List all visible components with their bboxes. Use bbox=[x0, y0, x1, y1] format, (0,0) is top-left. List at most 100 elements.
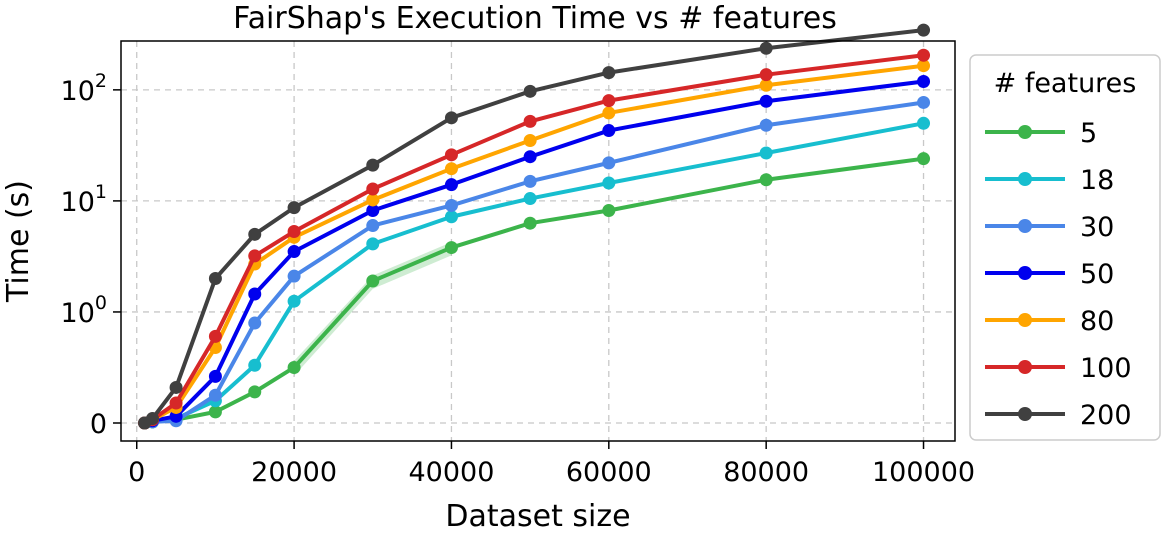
data-point bbox=[523, 174, 537, 188]
legend-item-30: 30 bbox=[985, 212, 1114, 243]
data-point bbox=[602, 66, 616, 80]
data-point bbox=[366, 203, 380, 217]
legend-label: 30 bbox=[1080, 212, 1114, 243]
legend-marker bbox=[1018, 125, 1032, 139]
data-point bbox=[287, 269, 301, 283]
legend-marker bbox=[1018, 360, 1032, 374]
legend-label: 200 bbox=[1080, 400, 1132, 431]
series-lines bbox=[138, 23, 931, 430]
legend-item-18: 18 bbox=[985, 165, 1114, 196]
data-point bbox=[287, 360, 301, 374]
data-point bbox=[917, 23, 931, 37]
data-point bbox=[602, 124, 616, 138]
data-point bbox=[248, 227, 262, 241]
data-point bbox=[917, 152, 931, 166]
legend-label: 100 bbox=[1080, 353, 1132, 384]
series-200 bbox=[138, 23, 931, 430]
legend: # features 5 18 30 50 80 100 200 bbox=[969, 54, 1161, 441]
data-point bbox=[169, 396, 183, 410]
series-line bbox=[144, 100, 924, 425]
series-80 bbox=[138, 59, 931, 430]
legend-marker bbox=[1018, 219, 1032, 233]
data-point bbox=[602, 176, 616, 190]
y-axis-label: Time (s) bbox=[1, 180, 36, 303]
data-point bbox=[523, 216, 537, 230]
legend-label: 5 bbox=[1080, 118, 1097, 149]
data-point bbox=[366, 237, 380, 251]
data-point bbox=[169, 409, 183, 423]
data-point bbox=[248, 316, 262, 330]
x-tick-label: 0 bbox=[128, 457, 145, 488]
data-point bbox=[145, 412, 159, 426]
data-point bbox=[444, 241, 458, 255]
legend-marker bbox=[1018, 313, 1032, 327]
series-line bbox=[144, 121, 924, 425]
data-point bbox=[523, 192, 537, 206]
y-tick-label: 101 bbox=[61, 181, 107, 218]
data-point bbox=[366, 182, 380, 196]
data-point bbox=[759, 41, 773, 55]
legend-item-100: 100 bbox=[985, 353, 1132, 384]
data-point bbox=[208, 369, 222, 383]
data-point bbox=[917, 95, 931, 109]
data-point bbox=[444, 162, 458, 176]
data-point bbox=[917, 59, 931, 73]
data-point bbox=[759, 173, 773, 187]
y-tick-label: 102 bbox=[61, 70, 107, 107]
data-point bbox=[444, 198, 458, 212]
data-point bbox=[444, 148, 458, 162]
series-line bbox=[143, 28, 924, 425]
x-axis-label: Dataset size bbox=[445, 499, 630, 534]
data-point bbox=[287, 294, 301, 308]
data-point bbox=[169, 380, 183, 394]
data-point bbox=[444, 111, 458, 125]
legend-title: # features bbox=[994, 68, 1137, 99]
legend-frame bbox=[969, 54, 1161, 441]
series-line bbox=[143, 53, 924, 425]
y-tick-label: 0 bbox=[90, 409, 107, 440]
data-point bbox=[248, 287, 262, 301]
data-point bbox=[208, 272, 222, 286]
data-point bbox=[523, 114, 537, 128]
y-axis-ticks: 0 100 101 102 bbox=[61, 70, 121, 440]
data-point bbox=[248, 358, 262, 372]
data-point bbox=[523, 133, 537, 147]
data-point bbox=[208, 329, 222, 343]
legend-marker bbox=[1018, 172, 1032, 186]
data-point bbox=[523, 84, 537, 98]
data-point bbox=[287, 245, 301, 259]
data-point bbox=[759, 146, 773, 160]
legend-item-5: 5 bbox=[985, 118, 1097, 149]
data-point bbox=[602, 106, 616, 120]
data-point bbox=[208, 405, 222, 419]
x-tick-label: 20000 bbox=[251, 457, 337, 488]
data-point bbox=[602, 203, 616, 217]
legend-items: 5 18 30 50 80 100 200 bbox=[985, 118, 1132, 431]
x-tick-label: 80000 bbox=[723, 457, 809, 488]
series-18 bbox=[138, 116, 931, 430]
data-point bbox=[366, 158, 380, 172]
data-point bbox=[917, 74, 931, 88]
chart-title: FairShap's Execution Time vs # features bbox=[233, 1, 837, 36]
x-tick-label: 100000 bbox=[872, 457, 975, 488]
data-point bbox=[287, 225, 301, 239]
data-point bbox=[602, 156, 616, 170]
data-point bbox=[208, 388, 222, 402]
legend-marker bbox=[1018, 407, 1032, 421]
data-point bbox=[917, 48, 931, 62]
data-point bbox=[444, 210, 458, 224]
x-tick-label: 40000 bbox=[408, 457, 494, 488]
data-point bbox=[759, 78, 773, 92]
data-point bbox=[366, 274, 380, 288]
data-point bbox=[366, 193, 380, 207]
legend-label: 18 bbox=[1080, 165, 1114, 196]
data-point bbox=[759, 68, 773, 82]
legend-item-50: 50 bbox=[985, 259, 1114, 290]
data-point bbox=[248, 385, 262, 399]
legend-label: 80 bbox=[1080, 306, 1114, 337]
data-point bbox=[917, 116, 931, 130]
legend-item-80: 80 bbox=[985, 306, 1114, 337]
data-point bbox=[248, 249, 262, 263]
data-point bbox=[759, 118, 773, 132]
